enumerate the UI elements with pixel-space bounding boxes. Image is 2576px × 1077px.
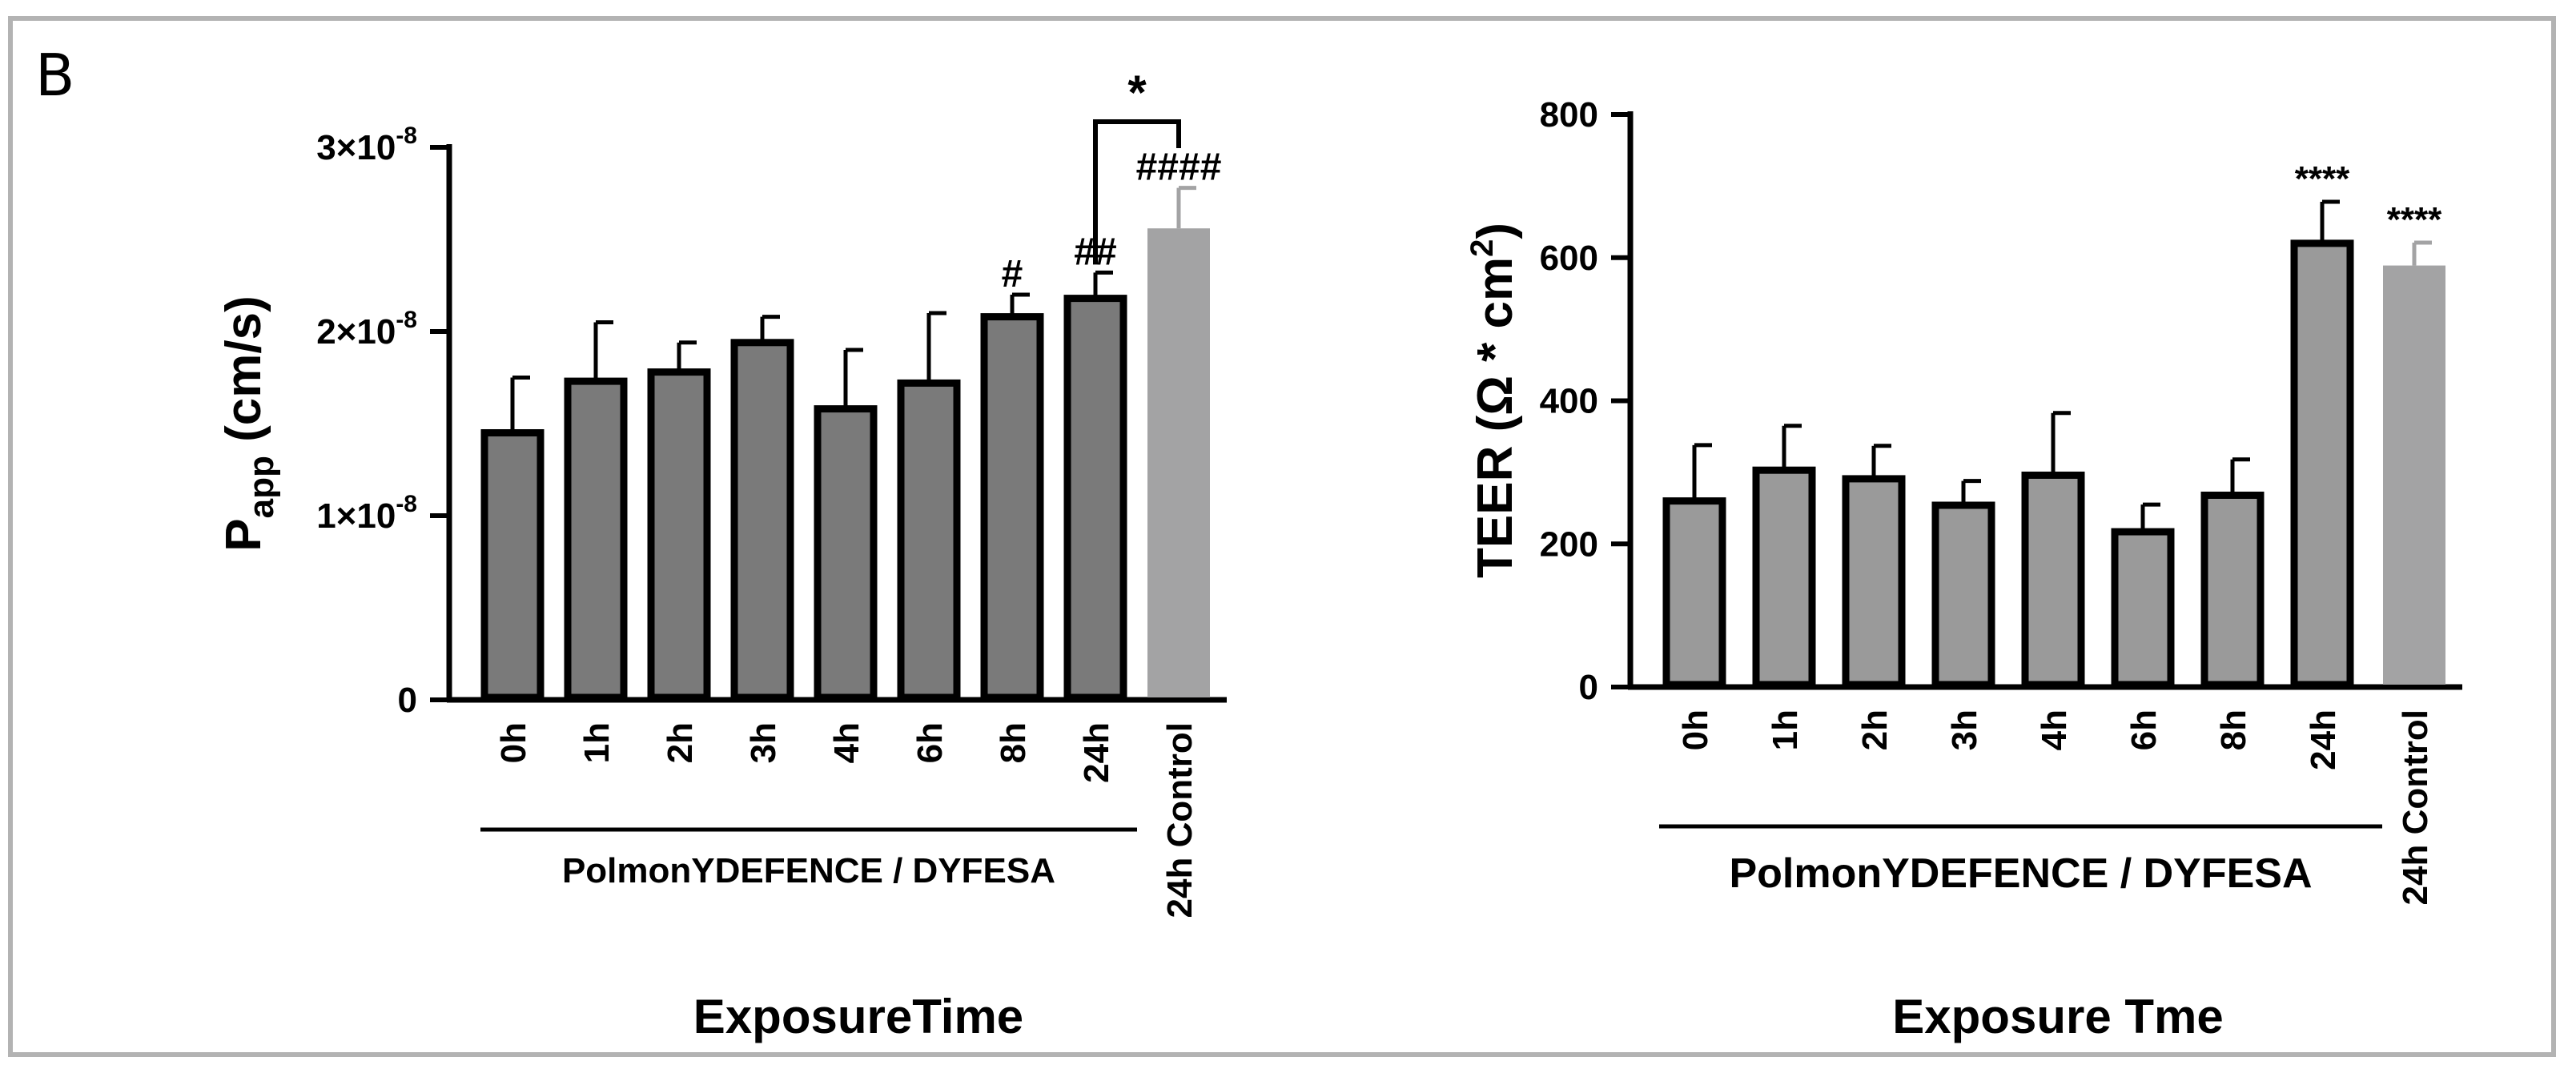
figure-frame [8, 16, 2556, 1057]
y-tick-label: 2×10-8 [316, 307, 417, 352]
category-label: 8h [994, 722, 1033, 763]
category-label: 24h [1077, 722, 1116, 783]
bar [2111, 528, 2175, 689]
bar [814, 405, 878, 701]
y-axis-title: TEER (Ω * cm2) [1465, 223, 1523, 578]
category-label: 3h [1945, 709, 1984, 750]
significance-label: **** [2295, 159, 2350, 199]
bar [2383, 265, 2445, 685]
chart-1: 01×10-82×10-83×10-80h 1h 2h 3h 4h 6h 8h#24h##2… [216, 66, 1227, 1043]
category-label: 8h [2214, 709, 2253, 750]
significance-label: #### [1136, 147, 1222, 189]
bar [1063, 295, 1127, 701]
bar [980, 313, 1044, 701]
bar [647, 368, 711, 701]
y-tick-label: 400 [1540, 382, 1598, 421]
y-tick-label: 0 [1579, 668, 1598, 707]
category-label: 0h [494, 722, 533, 763]
significance-bracket-label: * [1127, 66, 1147, 119]
significance-bracket [1093, 119, 1181, 265]
category-label: 6h [910, 722, 950, 763]
bar [1752, 466, 1816, 689]
y-tick-label: 1×10-8 [316, 491, 417, 536]
chart-2: 0 200 400 600 800 0h 1h 2h 3h 4h 6h 8h 24h **** 24h Co… [1465, 95, 2462, 1043]
category-label: 3h [744, 722, 783, 763]
category-label: 2h [1855, 709, 1895, 750]
group-label: PolmonYDEFENCE / DYFESA [562, 851, 1055, 890]
category-label: 24h Control [1160, 722, 1200, 918]
bar [2021, 471, 2085, 689]
group-label: PolmonYDEFENCE / DYFESA [1729, 850, 2312, 897]
category-label: 1h [577, 722, 617, 763]
category-label: 0h [1676, 709, 1715, 750]
bar [1842, 475, 1906, 689]
x-axis-title: ExposureTime [693, 990, 1023, 1043]
y-tick-label: 600 [1540, 239, 1598, 278]
category-label: 24h Control [2396, 709, 2435, 905]
bar [2200, 491, 2265, 689]
category-label: 2h [661, 722, 700, 763]
significance-label: # [1002, 253, 1023, 295]
bar [564, 377, 628, 701]
bar [1931, 501, 1995, 689]
x-axis-title: Exposure Tme [1892, 990, 2223, 1043]
bar [1147, 228, 1210, 697]
y-tick-label: 3×10-8 [316, 123, 417, 167]
significance-label: **** [2387, 200, 2442, 239]
category-label: 24h [2304, 709, 2343, 770]
category-label: 1h [1766, 709, 1805, 750]
y-tick-label: 800 [1540, 95, 1598, 135]
bar [480, 429, 545, 701]
y-axis-title: Papp (cm/s) [216, 295, 281, 551]
y-tick-label: 200 [1540, 524, 1598, 564]
bar [2290, 239, 2354, 689]
y-tick-label: 0 [398, 681, 417, 720]
bar [730, 339, 794, 701]
bar [1662, 497, 1726, 689]
bar [897, 379, 961, 701]
category-label: 6h [2124, 709, 2164, 750]
panel-label: B [35, 42, 75, 109]
category-label: 4h [2035, 709, 2074, 750]
category-label: 4h [827, 722, 866, 763]
